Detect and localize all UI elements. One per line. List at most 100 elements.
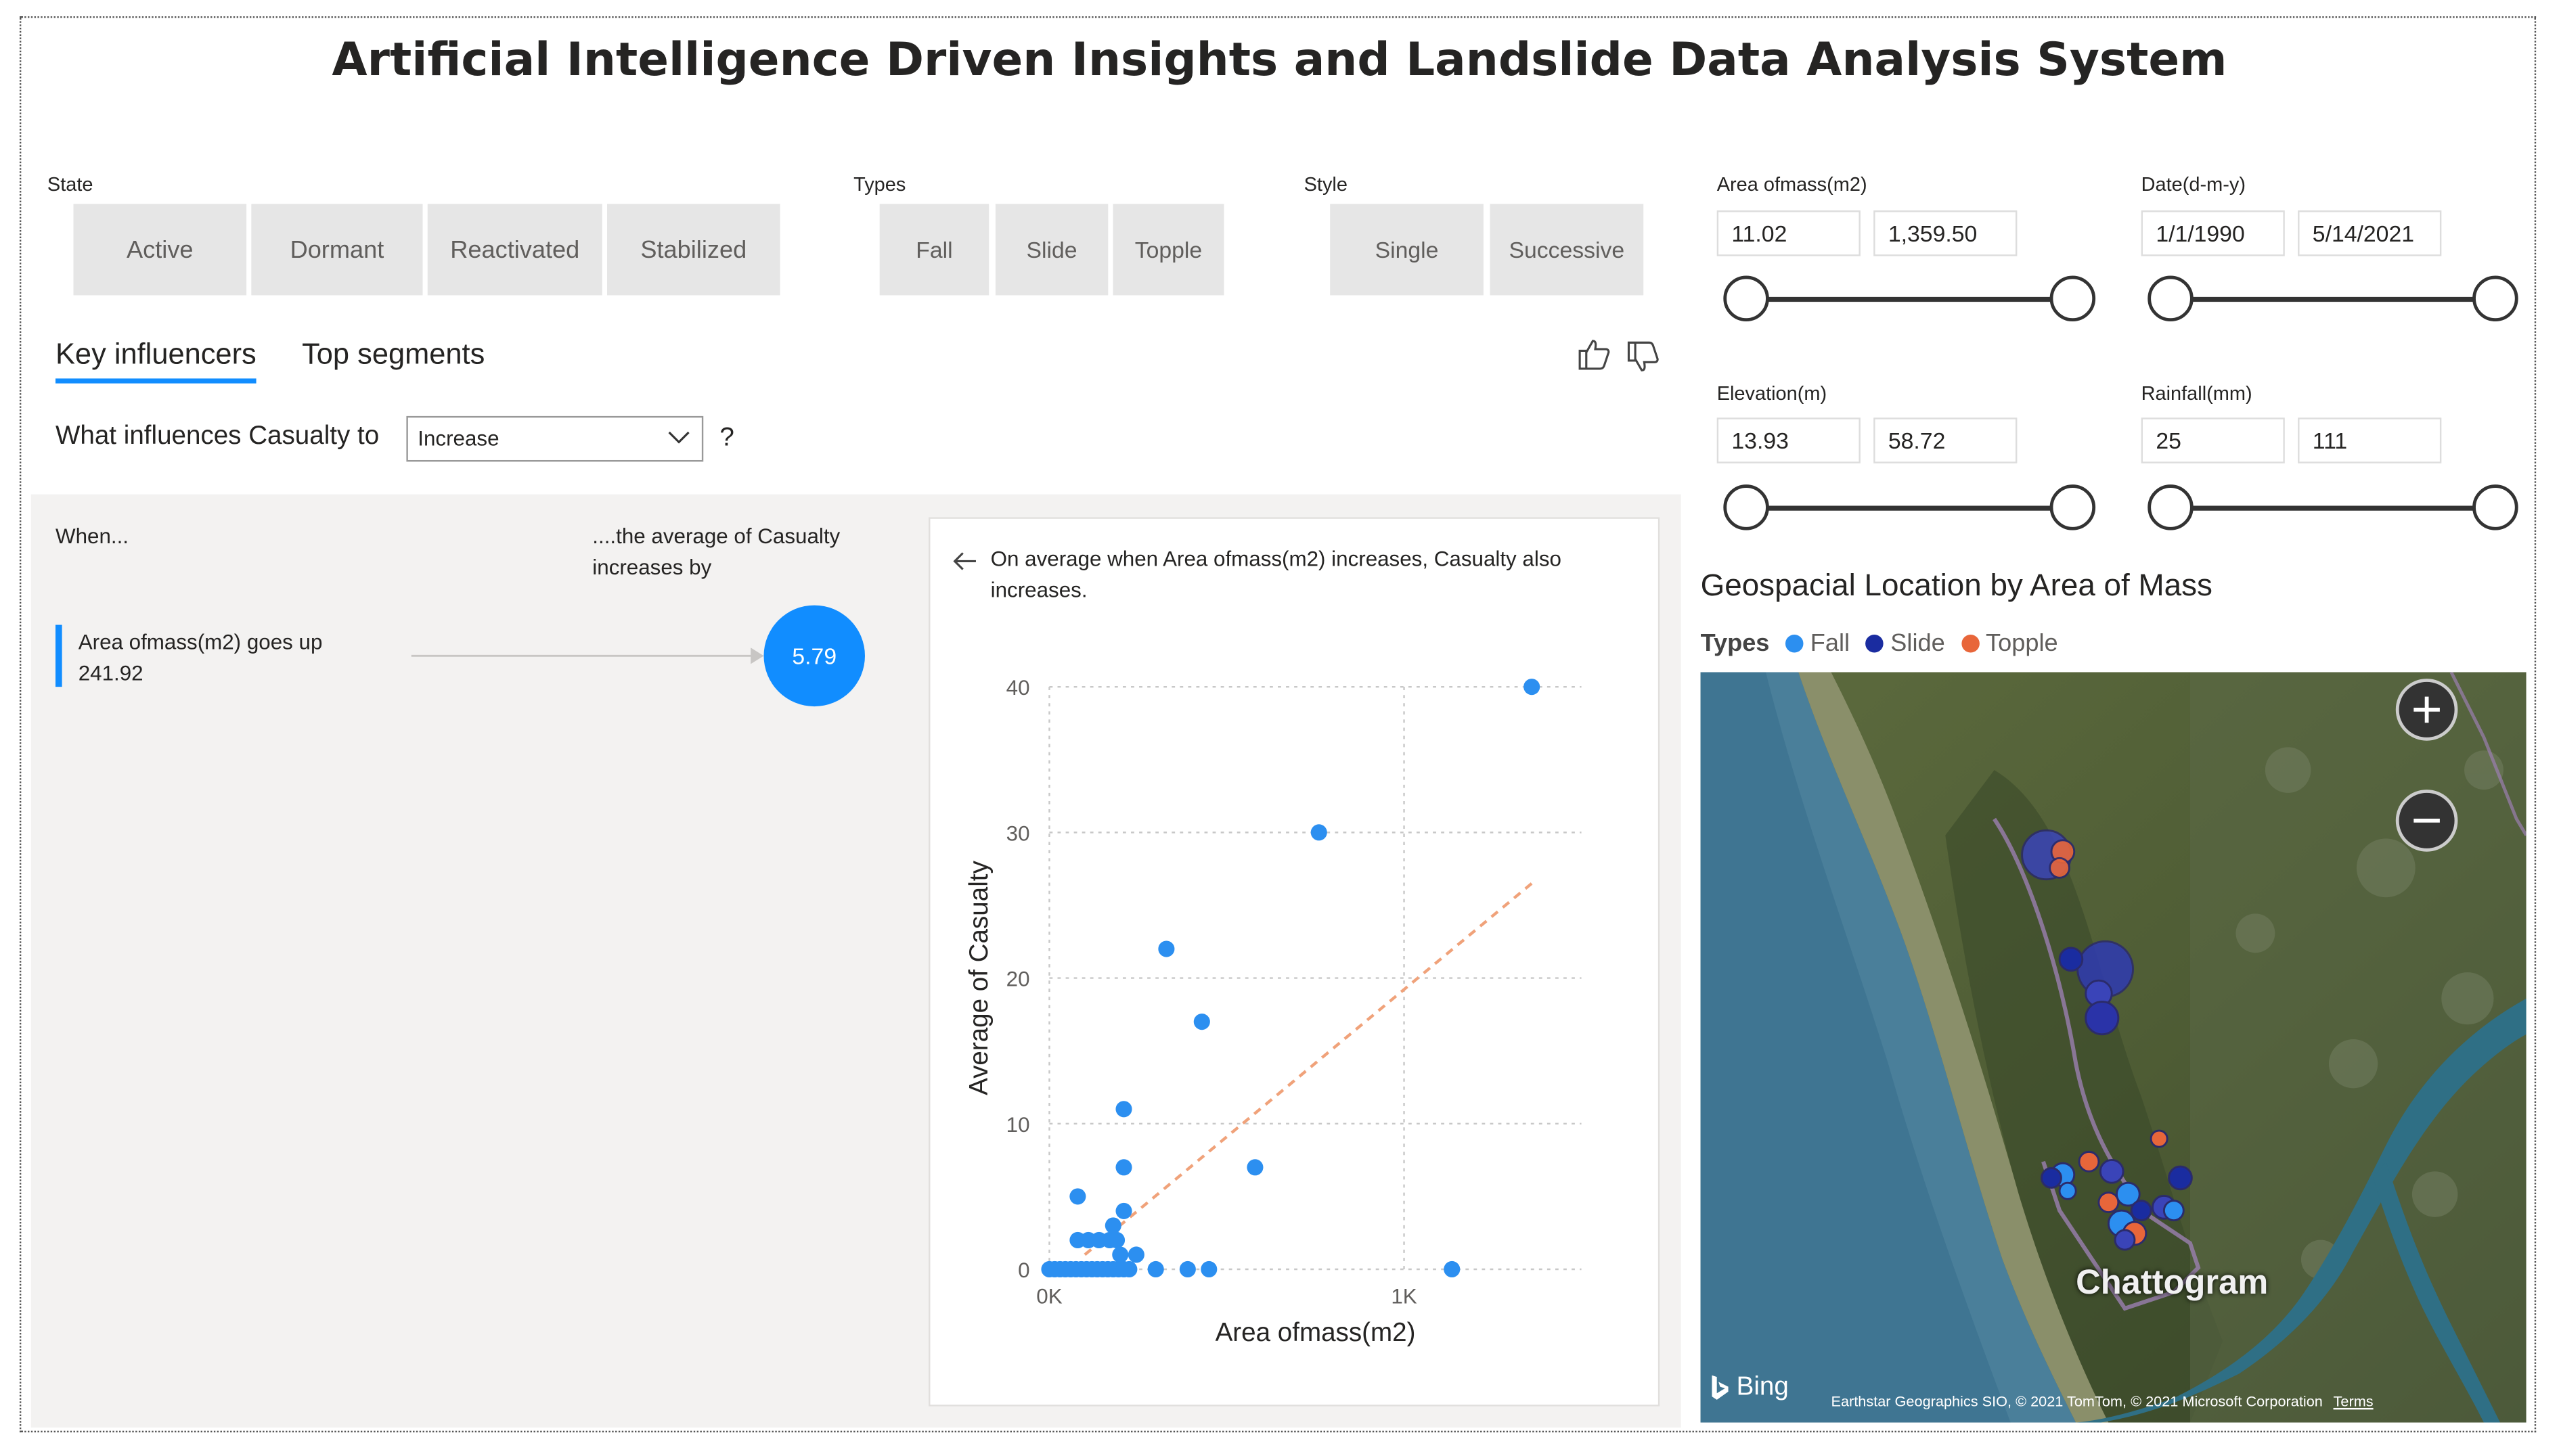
legend-topple-swatch bbox=[1961, 634, 1980, 653]
types-fall-button[interactable]: Fall bbox=[879, 204, 989, 296]
style-single-button[interactable]: Single bbox=[1330, 204, 1484, 296]
scatter-point bbox=[1121, 1260, 1138, 1278]
scatter-point bbox=[1179, 1260, 1196, 1278]
bing-icon bbox=[1712, 1375, 1729, 1400]
question-mark: ? bbox=[719, 424, 734, 452]
y-tick-label: 20 bbox=[1006, 968, 1030, 991]
legend-fall-swatch bbox=[1785, 634, 1804, 653]
y-axis-label: Average of Casualty bbox=[964, 861, 994, 1095]
then-label-line1: ....the average of Casualty bbox=[592, 524, 841, 549]
area-slider-track[interactable] bbox=[1746, 296, 2073, 302]
legend-fall-label[interactable]: Fall bbox=[1810, 629, 1850, 658]
terms-link[interactable]: Terms bbox=[2333, 1393, 2374, 1410]
style-slicer-label: Style bbox=[1304, 173, 1348, 196]
zoom-out-button[interactable] bbox=[2395, 790, 2458, 852]
scatter-chart: 0 10 20 30 40 0K 1K Area ofmass(m2) Average of C… bbox=[964, 676, 1582, 1347]
trendline bbox=[1084, 882, 1533, 1256]
map-legend: Types Fall Slide Topple bbox=[1701, 630, 2058, 658]
tab-key-influencers[interactable]: Key influencers bbox=[55, 338, 257, 384]
selected-factor-marker bbox=[55, 624, 62, 687]
scatter-point bbox=[1158, 940, 1175, 957]
back-arrow-icon[interactable] bbox=[950, 548, 979, 574]
date-slider-min-handle[interactable] bbox=[2148, 275, 2194, 322]
map-attribution: Earthstar Geographics SIO, © 2021 TomTom… bbox=[1831, 1393, 2373, 1409]
state-slicer-label: State bbox=[47, 173, 93, 196]
map-view[interactable]: Chattogram Bing Earthstar Geographics SI… bbox=[1700, 672, 2527, 1423]
date-slider-max-handle[interactable] bbox=[2472, 275, 2518, 322]
state-dormant-button[interactable]: Dormant bbox=[251, 204, 423, 296]
rainfall-slider-min-handle[interactable] bbox=[2148, 484, 2194, 530]
rainfall-slider-track[interactable] bbox=[2171, 505, 2497, 511]
when-label: When... bbox=[55, 524, 129, 549]
thumbs-up-icon[interactable] bbox=[1576, 336, 1612, 372]
area-min-input[interactable]: 11.02 bbox=[1716, 210, 1861, 256]
scatter-point bbox=[1201, 1260, 1218, 1278]
scatter-point bbox=[1112, 1246, 1129, 1263]
types-topple-button[interactable]: Topple bbox=[1113, 204, 1224, 296]
state-stabilized-button[interactable]: Stabilized bbox=[607, 204, 780, 296]
chevron-down-icon bbox=[668, 431, 690, 444]
explanation-line2: increases. bbox=[990, 577, 1088, 602]
legend-slide-label[interactable]: Slide bbox=[1890, 629, 1945, 658]
y-tick-label: 10 bbox=[1006, 1113, 1030, 1137]
elevation-slider-max-handle[interactable] bbox=[2049, 484, 2096, 530]
rainfall-range-label: Rainfall(mm) bbox=[2141, 382, 2252, 405]
factor-label-line1[interactable]: Area ofmass(m2) goes up bbox=[78, 629, 323, 654]
rainfall-max-input[interactable]: 111 bbox=[2298, 417, 2442, 463]
scatter-point bbox=[1108, 1231, 1126, 1249]
rainfall-min-input[interactable]: 25 bbox=[2141, 417, 2285, 463]
map-title: Geospacial Location by Area of Mass bbox=[1700, 569, 2212, 604]
thumbs-down-icon[interactable] bbox=[1626, 340, 1662, 376]
y-tick-label: 30 bbox=[1006, 821, 1030, 845]
explanation-line1: On average when Area ofmass(m2) increase… bbox=[990, 546, 1561, 571]
types-slicer-label: Types bbox=[853, 173, 906, 196]
scatter-point bbox=[1115, 1202, 1132, 1219]
state-active-button[interactable]: Active bbox=[73, 204, 247, 296]
scatter-point bbox=[1193, 1014, 1210, 1030]
legend-title: Types bbox=[1700, 629, 1770, 658]
types-slide-button[interactable]: Slide bbox=[995, 204, 1109, 296]
impact-bubble[interactable]: 5.79 bbox=[763, 605, 865, 707]
y-tick-label: 0 bbox=[1018, 1258, 1029, 1282]
state-reactivated-button[interactable]: Reactivated bbox=[427, 204, 602, 296]
scatter-point bbox=[1115, 1159, 1132, 1176]
influencer-question: What influences Casualty to bbox=[55, 422, 380, 451]
scatter-point bbox=[1069, 1188, 1086, 1205]
direction-dropdown-value: Increase bbox=[418, 426, 499, 451]
scatter-point bbox=[1310, 824, 1327, 841]
date-slider-track[interactable] bbox=[2171, 296, 2497, 302]
bing-logo: Bing bbox=[1710, 1373, 1789, 1403]
area-slider-min-handle[interactable] bbox=[1723, 275, 1769, 322]
report-title: Artificial Intelligence Driven Insights … bbox=[332, 32, 2227, 87]
plus-icon bbox=[2413, 696, 2440, 723]
factor-connector-arrow bbox=[411, 647, 764, 664]
elevation-min-input[interactable]: 13.93 bbox=[1716, 417, 1861, 463]
scatter-point bbox=[1115, 1101, 1132, 1118]
scatter-point bbox=[1247, 1159, 1264, 1176]
bing-label: Bing bbox=[1736, 1373, 1789, 1402]
rainfall-slider-max-handle[interactable] bbox=[2472, 484, 2518, 530]
minus-icon bbox=[2413, 818, 2440, 823]
elevation-max-input[interactable]: 58.72 bbox=[1873, 417, 2018, 463]
style-successive-button[interactable]: Successive bbox=[1490, 204, 1644, 296]
area-max-input[interactable]: 1,359.50 bbox=[1873, 210, 2018, 256]
date-min-input[interactable]: 1/1/1990 bbox=[2141, 210, 2285, 256]
scatter-point bbox=[1128, 1246, 1144, 1263]
attribution-text: Earthstar Geographics SIO, © 2021 TomTom… bbox=[1831, 1393, 2323, 1410]
elevation-slider-min-handle[interactable] bbox=[1723, 484, 1769, 530]
scatter-point bbox=[1147, 1260, 1164, 1278]
legend-slide-swatch bbox=[1866, 634, 1884, 653]
x-tick-label: 1K bbox=[1391, 1285, 1417, 1309]
elevation-slider-track[interactable] bbox=[1746, 505, 2073, 511]
then-label-line2: increases by bbox=[592, 554, 712, 580]
factor-label-line2[interactable]: 241.92 bbox=[78, 660, 143, 685]
report-frame bbox=[19, 16, 2537, 1433]
area-slider-max-handle[interactable] bbox=[2049, 275, 2096, 322]
scatter-point bbox=[1523, 679, 1540, 696]
zoom-in-button[interactable] bbox=[2395, 679, 2458, 741]
legend-topple-label[interactable]: Topple bbox=[1986, 629, 2058, 658]
direction-dropdown[interactable]: Increase bbox=[406, 415, 704, 462]
tab-top-segments[interactable]: Top segments bbox=[302, 338, 485, 371]
map-city-label: Chattogram bbox=[2076, 1264, 2269, 1302]
date-max-input[interactable]: 5/14/2021 bbox=[2298, 210, 2442, 256]
